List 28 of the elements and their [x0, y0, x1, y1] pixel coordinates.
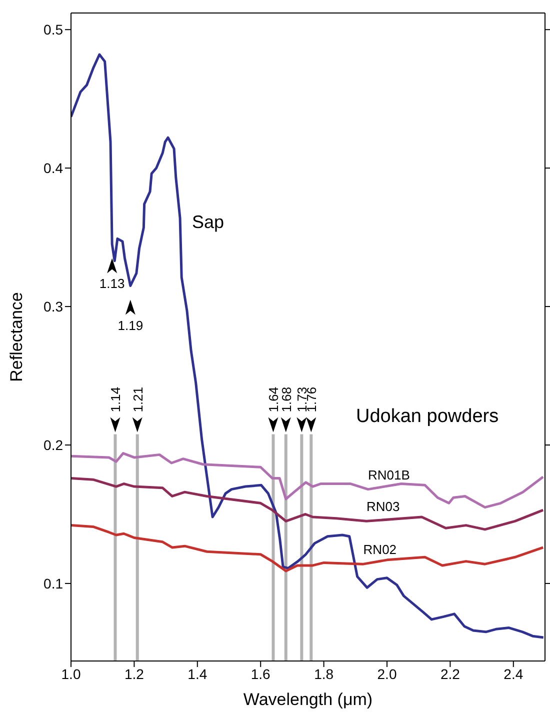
ref-line-label: 1.21: [130, 386, 146, 412]
y-axis-title: Reflectance: [7, 292, 26, 382]
y-tick-label: 0.3: [44, 298, 64, 315]
x-tick-label: 1.0: [61, 666, 81, 682]
x-tick-label: 2.0: [377, 666, 397, 682]
annotation: 1.19: [118, 318, 144, 333]
series-label: RN01B: [368, 467, 410, 482]
y-tick-label: 0.1: [44, 575, 64, 592]
x-tick-label: 1.2: [124, 666, 144, 682]
x-tick-label: 1.8: [314, 666, 334, 682]
y-tick-label: 0.5: [44, 22, 64, 38]
x-axis-title: Wavelength (μm): [243, 690, 373, 709]
ref-line-label: 1.14: [108, 386, 124, 412]
ref-line-label: 1.68: [278, 386, 294, 412]
ref-line-label: 1.64: [266, 386, 282, 412]
series-label: Sap: [192, 212, 224, 232]
annotation: Udokan powders: [356, 406, 499, 428]
line-series: [71, 524, 544, 572]
x-tick-label: 1.6: [250, 666, 271, 682]
series-label: RN03: [366, 499, 400, 514]
line-series: [71, 53, 545, 639]
y-tick-label: 0.2: [44, 436, 64, 453]
annotation: 1.13: [99, 276, 125, 292]
x-tick-label: 2.2: [440, 666, 460, 682]
y-tick-label: 0.4: [44, 160, 64, 176]
x-tick-label: 1.4: [188, 666, 208, 682]
series-label: RN02: [363, 542, 397, 558]
x-tick-label: 2.4: [504, 666, 524, 682]
